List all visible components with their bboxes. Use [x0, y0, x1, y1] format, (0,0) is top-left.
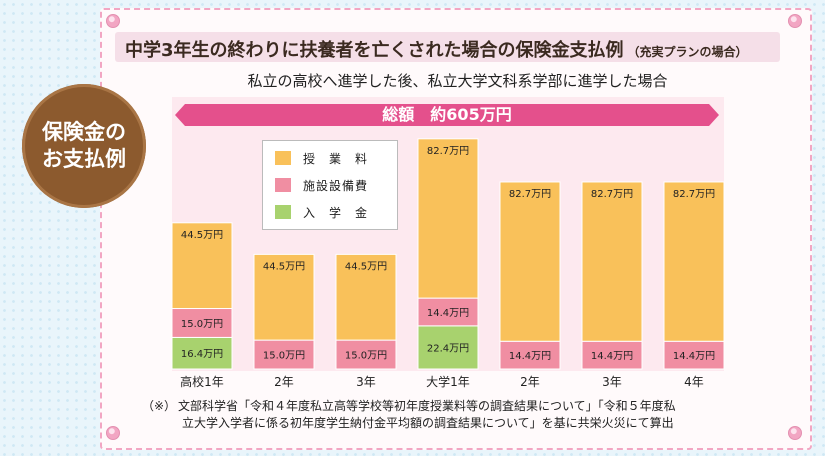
bar-data-label: 82.7万円: [673, 189, 715, 200]
pin-icon: [788, 426, 802, 440]
bar-data-label: 14.4万円: [673, 351, 715, 362]
bar-data-label: 44.5万円: [181, 230, 223, 241]
legend-item-facility: 施設設備費: [275, 176, 368, 194]
legend-swatch-facility: [275, 178, 291, 192]
footnote-line: 文部科学省「令和４年度私立高等学校等初年度授業料等の調査結果について」「令和５年…: [178, 399, 676, 413]
bar-segment: [581, 340, 643, 370]
bar-data-label: 44.5万円: [345, 261, 387, 272]
pin-icon: [106, 426, 120, 440]
x-tick-label: 3年: [602, 375, 622, 389]
legend-swatch-admission: [275, 205, 291, 219]
legend-item-admission: 入 学 金: [275, 203, 368, 221]
title-text: 中学3年生の終わりに扶養者を亡くされた場合の保険金支払例: [125, 40, 624, 61]
bar-segment: [253, 339, 315, 370]
plan-note: （充実プランの場合）: [627, 45, 748, 59]
bar-data-label: 22.4万円: [427, 343, 469, 354]
footnote-line: 立大学入学者に係る初年度学生納付金平均額の調査結果について」を基に共栄火災にて算…: [182, 416, 674, 430]
bar-segment: [581, 181, 643, 342]
legend-label: 入 学 金: [303, 205, 369, 220]
bar-data-label: 15.0万円: [345, 351, 387, 362]
page-title: 中学3年生の終わりに扶養者を亡くされた場合の保険金支払例 （充実プランの場合）: [125, 36, 748, 62]
bar-segment: [663, 181, 725, 342]
bar-segment: [417, 138, 479, 299]
chart-subtitle: 私立の高校へ進学した後、私立大学文科系学部に進学した場合: [247, 72, 668, 90]
bar-data-label: 82.7万円: [427, 146, 469, 157]
bar-data-label: 44.5万円: [263, 261, 305, 272]
x-tick-label: 3年: [356, 375, 376, 389]
bar-segment: [417, 297, 479, 327]
legend-label: 授 業 料: [303, 151, 369, 166]
x-tick-label: 2年: [520, 375, 540, 389]
bar-segment: [171, 222, 233, 310]
total-arrow-band: [175, 104, 719, 126]
x-tick-label: 高校1年: [180, 374, 224, 389]
bar-segment: [253, 253, 315, 341]
chart-legend: 授 業 料 施設設備費 入 学 金: [262, 140, 398, 230]
title-band: [115, 32, 780, 62]
bar-data-label: 14.4万円: [591, 351, 633, 362]
x-tick-label: 4年: [684, 375, 704, 389]
legend-item-tuition: 授 業 料: [275, 149, 368, 167]
bar-data-label: 15.0万円: [181, 319, 223, 330]
pin-icon: [788, 14, 802, 28]
bar-segment: [499, 340, 561, 370]
footnote: （※） 文部科学省「令和４年度私立高等学校等初年度授業料等の調査結果について」「…: [142, 398, 676, 432]
bar-segment: [663, 340, 725, 370]
bar-segment: [499, 181, 561, 342]
bar-segment: [171, 308, 233, 338]
bar-data-label: 14.4万円: [509, 351, 551, 362]
bar-data-label: 15.0万円: [263, 351, 305, 362]
footnote-mark: （※）: [142, 399, 177, 413]
bar-data-label: 82.7万円: [591, 189, 633, 200]
bar-segment: [335, 253, 397, 341]
bar-data-label: 14.4万円: [427, 308, 469, 319]
total-amount-label: 総額 約605万円: [382, 105, 512, 124]
bar-segment: [171, 336, 233, 370]
bar-data-label: 16.4万円: [181, 349, 223, 360]
x-tick-label: 大学1年: [426, 374, 470, 389]
bar-data-label: 82.7万円: [509, 189, 551, 200]
x-tick-label: 2年: [274, 375, 294, 389]
pin-icon: [106, 14, 120, 28]
legend-label: 施設設備費: [303, 178, 369, 193]
legend-swatch-tuition: [275, 151, 291, 165]
payment-example-badge: 保険金の お支払例: [22, 84, 146, 208]
